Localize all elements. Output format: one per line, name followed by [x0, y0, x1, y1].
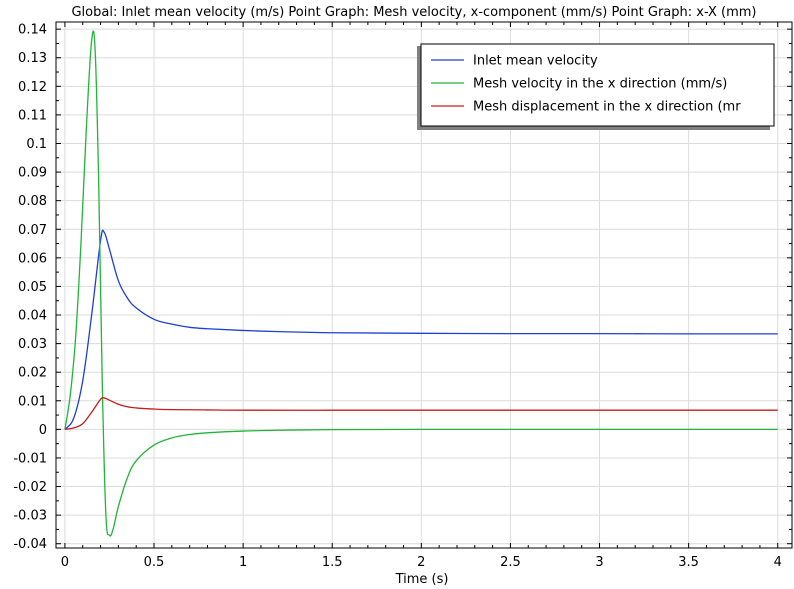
- y-tick-label: 0.12: [18, 80, 47, 95]
- y-tick-label: 0.11: [18, 108, 47, 123]
- series-line-2: [64, 30, 778, 537]
- series-line-1: [64, 229, 778, 430]
- x-tick-label: 1.5: [322, 555, 343, 570]
- y-tick-label: 0: [39, 423, 47, 438]
- y-tick-label: 0.04: [18, 309, 47, 324]
- y-tick-label: 0.1: [26, 137, 47, 152]
- axes: 0 0.5 1 1.5 2 2.5 3 3.5 4 0.14 0.13 0.12 0.11 0.1 0.09…: [13, 21, 793, 570]
- y-tick-label: 0.05: [18, 280, 47, 295]
- x-tick-label: 1: [239, 555, 247, 570]
- y-tick-label: 0.06: [18, 251, 47, 266]
- chart-title: Global: Inlet mean velocity (m/s) Point …: [71, 5, 756, 20]
- y-tick-label: 0.14: [18, 23, 47, 38]
- x-tick-label: 2.5: [500, 555, 521, 570]
- x-axis-label: Time (s): [395, 572, 449, 587]
- x-tick-label: 4: [774, 555, 782, 570]
- x-tick-label: 3: [595, 555, 603, 570]
- y-tick-label: -0.01: [13, 451, 47, 466]
- legend-box: [420, 43, 775, 127]
- x-tick-label: 0.5: [144, 555, 165, 570]
- legend: Inlet mean velocity Mesh velocity in the …: [417, 43, 775, 130]
- series-line-3: [64, 396, 778, 431]
- y-tick-label: 0.08: [18, 194, 47, 209]
- y-tick-label: -0.04: [13, 537, 47, 552]
- x-tick-label: 0: [61, 555, 69, 570]
- plot-border: [55, 21, 793, 549]
- y-tick-label: 0.02: [18, 366, 47, 381]
- x-tick-label: 3.5: [678, 555, 699, 570]
- y-tick-label: 0.03: [18, 337, 47, 352]
- x-tick-label: 2: [417, 555, 425, 570]
- y-tick-label: 0.09: [18, 166, 47, 181]
- legend-label-3: Mesh displacement in the x direction (mr: [473, 100, 741, 115]
- y-tick-label: 0.01: [18, 394, 47, 409]
- series-layer: [64, 30, 778, 537]
- y-tick-label: 0.13: [18, 51, 47, 66]
- y-tick-label: -0.02: [13, 480, 47, 495]
- y-tick-label: -0.03: [13, 509, 47, 524]
- legend-label-1: Inlet mean velocity: [473, 54, 598, 69]
- y-tick-label: 0.07: [18, 223, 47, 238]
- legend-label-2: Mesh velocity in the x direction (mm/s): [473, 77, 727, 92]
